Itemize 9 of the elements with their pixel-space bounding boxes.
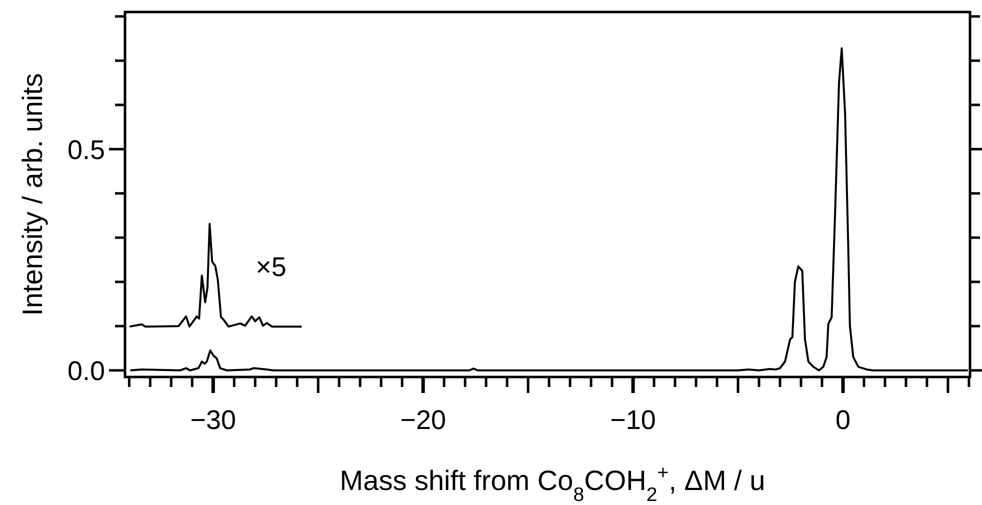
series-label: ×5 <box>256 252 286 282</box>
x-tick-label: −10 <box>610 405 656 435</box>
x-axis-title: Mass shift from Co$_{8}$COH$_{2}$$^{+}$, ΔM / u <box>340 462 766 505</box>
y-axis-title: Intensity / arb. units <box>17 73 48 316</box>
x-tick-label: −20 <box>400 405 446 435</box>
y-tick-label: 0.0 <box>67 356 105 386</box>
x-tick-label: −30 <box>190 405 236 435</box>
y-tick-label: 0.5 <box>67 134 105 165</box>
x-tick-label: 0 <box>835 405 851 435</box>
